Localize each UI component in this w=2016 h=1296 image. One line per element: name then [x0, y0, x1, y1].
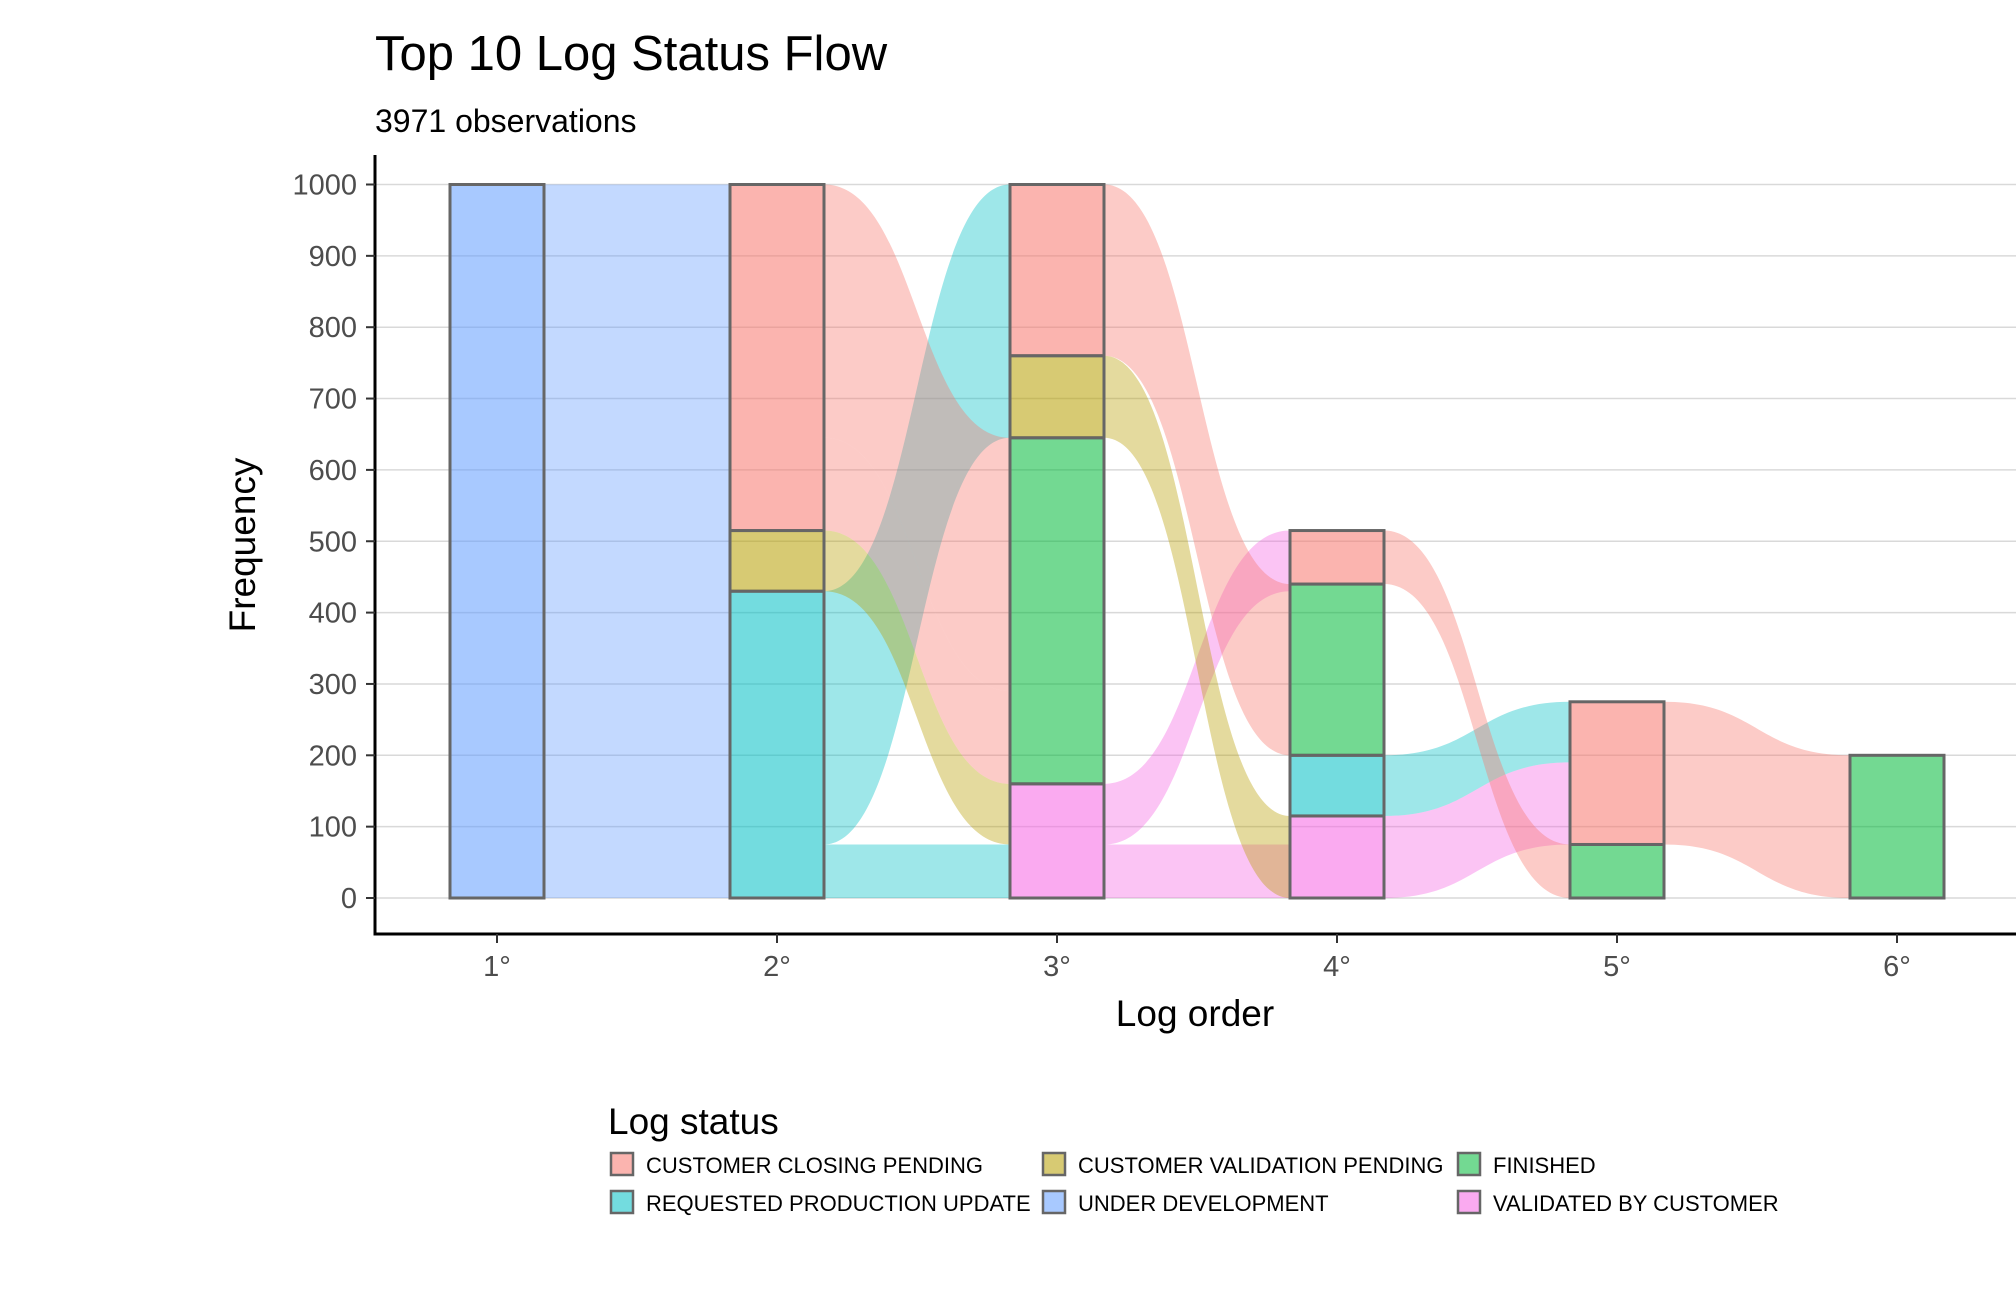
y-tick-label: 300: [309, 669, 357, 701]
stratum-rpu: [1288, 753, 1386, 818]
flow-rpu: [824, 844, 1010, 898]
y-tick-label: 100: [309, 812, 357, 844]
legend: CUSTOMER CLOSING PENDING CUSTOMER VALIDAT…: [609, 1151, 1779, 1216]
flow-cvp: [1104, 355, 1290, 898]
legend-swatch-vbc: [1456, 1189, 1482, 1215]
flow-vbc: [1384, 762, 1570, 898]
legend-swatch-fin: [1456, 1151, 1482, 1177]
legend-label-fin: FINISHED: [1493, 1153, 1596, 1178]
y-axis-title: Frequency: [222, 457, 263, 632]
stratum-fin: [1288, 582, 1386, 757]
y-tick-label: 900: [309, 241, 357, 273]
flow-rpu: [1384, 701, 1570, 816]
legend-label-vbc: VALIDATED BY CUSTOMER: [1493, 1191, 1779, 1216]
stratum-vbc: [1008, 782, 1106, 900]
stratum-cvp: [728, 529, 826, 593]
strata: [448, 183, 1946, 900]
y-tick-label: 1000: [292, 170, 357, 202]
x-tick-label: 4°: [1323, 951, 1351, 983]
legend-label-rpu: REQUESTED PRODUCTION UPDATE: [646, 1191, 1031, 1216]
x-axis-title: Log order: [1116, 993, 1274, 1034]
stratum-ccp: [1288, 529, 1386, 586]
flow-vbc: [1104, 844, 1290, 898]
y-tick-label: 500: [309, 526, 357, 558]
legend-swatch-rpu: [609, 1189, 635, 1215]
flow-ccp: [824, 437, 1010, 784]
x-axis-ticks: 1° 2° 3° 4° 5° 6°: [483, 934, 1911, 983]
flow-ccp: [1664, 701, 1850, 898]
x-tick-label: 5°: [1603, 951, 1631, 983]
axes: [373, 155, 2016, 936]
flow-vbc: [1104, 530, 1290, 845]
flow-ccp: [824, 184, 1010, 692]
x-tick-label: 1°: [483, 951, 511, 983]
legend-label-udv: UNDER DEVELOPMENT: [1078, 1191, 1329, 1216]
stratum-ccp: [1568, 700, 1666, 846]
stratum-fin: [1568, 842, 1666, 900]
legend-label-ccp: CUSTOMER CLOSING PENDING: [646, 1153, 983, 1178]
legend-swatch-cvp: [1041, 1151, 1067, 1177]
y-tick-label: 700: [309, 384, 357, 416]
x-tick-label: 2°: [763, 951, 791, 983]
stratum-fin: [1008, 436, 1106, 786]
x-tick-label: 3°: [1043, 951, 1071, 983]
stratum-udv: [448, 183, 546, 900]
y-tick-label: 0: [341, 883, 357, 915]
axis-lines: [373, 155, 2016, 936]
chart-subtitle: 3971 observations: [375, 103, 637, 139]
flow-ccp: [1384, 530, 1570, 898]
flow-ccp: [1104, 184, 1290, 756]
gridlines: [375, 183, 2016, 899]
stratum-ccp: [728, 183, 826, 533]
flow-udv: [544, 184, 730, 898]
stratum-vbc: [1288, 814, 1386, 900]
y-axis-ticks: 0 100 200 300 400 500 600 700 800 900 1000: [292, 170, 375, 915]
y-tick-label: 200: [309, 740, 357, 772]
y-tick-label: 400: [309, 598, 357, 630]
stratum-cvp: [1008, 354, 1106, 440]
flows: [544, 184, 1850, 898]
legend-title: Log status: [608, 1101, 779, 1142]
flow-cvp: [824, 530, 1010, 845]
y-tick-label: 800: [309, 312, 357, 344]
y-tick-label: 600: [309, 455, 357, 487]
flow-rpu: [824, 184, 1010, 845]
legend-swatch-udv: [1041, 1189, 1067, 1215]
x-tick-label: 6°: [1883, 951, 1911, 983]
legend-swatch-ccp: [609, 1151, 635, 1177]
stratum-rpu: [728, 589, 826, 900]
stratum-ccp: [1008, 183, 1106, 358]
chart-title: Top 10 Log Status Flow: [375, 27, 888, 81]
stratum-fin: [1848, 753, 1946, 900]
legend-label-cvp: CUSTOMER VALIDATION PENDING: [1078, 1153, 1444, 1178]
